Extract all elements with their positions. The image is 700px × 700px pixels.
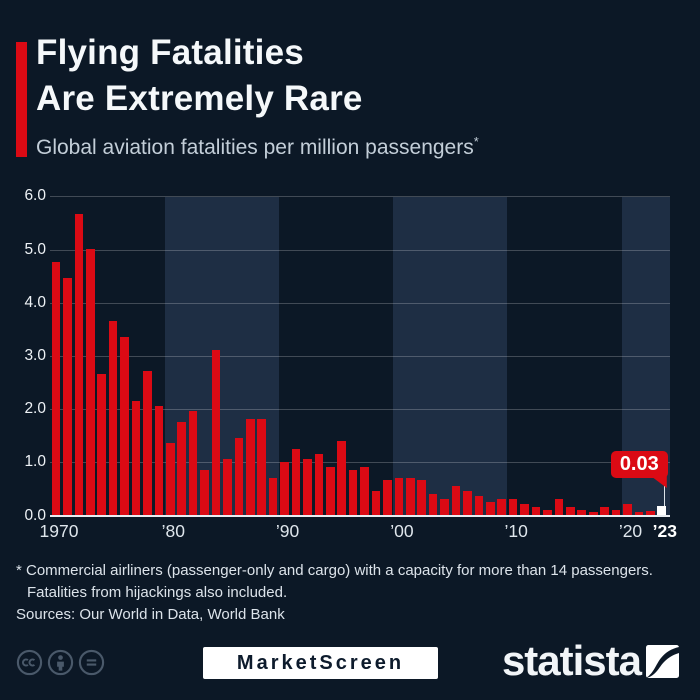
bar-2006 [463, 491, 472, 515]
bar-2012 [531, 507, 541, 515]
x-tick-label-1980: ’80 [161, 521, 185, 541]
bar-1990 [280, 461, 289, 515]
bar-1992 [303, 459, 312, 515]
gridline-1.0 [50, 462, 670, 464]
bar-2013 [543, 509, 552, 515]
y-tick-label-1.0: 1.0 [24, 453, 46, 471]
title-line-2: Are Extremely Rare [36, 79, 363, 118]
bar-2003 [428, 493, 438, 515]
bar-1975 [108, 320, 118, 515]
footnote: * Commercial airliners (passenger-only a… [16, 560, 682, 604]
bar-1978 [143, 371, 152, 515]
x-tick-label-2010: ’10 [504, 521, 528, 541]
gridline-3.0 [50, 355, 670, 357]
bar-1987 [246, 419, 255, 515]
bar-2021 [634, 512, 644, 515]
bar-1996 [348, 469, 358, 515]
title-line-1: Flying Fatalities [36, 33, 304, 72]
bar-1985 [223, 459, 232, 515]
bar-1970 [51, 262, 61, 515]
bar-2004 [440, 499, 449, 515]
bar-2022 [646, 510, 655, 515]
bar-1998 [371, 491, 381, 515]
bar-2010 [508, 499, 518, 515]
x-tick-label-1970: 1970 [39, 521, 79, 541]
license-icons[interactable] [16, 649, 105, 676]
bar-1982 [188, 411, 198, 515]
marketscreen-logo-text: MarketScreen [236, 651, 405, 674]
bar-2016 [577, 509, 587, 515]
bar-1988 [257, 419, 267, 515]
sources-line: Sources: Our World in Data, World Bank [16, 606, 285, 623]
bar-1976 [120, 336, 129, 515]
bar-1999 [383, 480, 392, 515]
bar-1971 [63, 278, 72, 515]
bar-2017 [588, 512, 598, 515]
y-tick-label-4.0: 4.0 [24, 293, 46, 311]
bar-1981 [177, 421, 187, 515]
marketscreen-logo[interactable]: MarketScreen [203, 647, 438, 679]
bar-2007 [474, 496, 484, 515]
gridline-2.0 [50, 409, 670, 411]
bar-2001 [406, 477, 415, 515]
bar-2015 [566, 507, 575, 515]
x-tick-label-1990: ’90 [275, 521, 300, 541]
bar-2011 [520, 504, 529, 515]
x-axis-baseline [50, 515, 670, 517]
bar-1984 [211, 350, 221, 515]
footnote-line-2: Fatalities from hijackings also included… [27, 584, 288, 601]
bar-2009 [497, 499, 507, 515]
bar-2018 [600, 507, 609, 515]
decade-band-2000s [393, 197, 508, 516]
bar-2019 [611, 509, 621, 515]
statista-logo-text[interactable]: statista [501, 637, 642, 684]
bar-1995 [337, 440, 347, 515]
bar-1980 [166, 443, 175, 515]
y-tick-label-0.0: 0.0 [24, 506, 46, 524]
gridline-6.0 [50, 196, 670, 198]
y-tick-label-5.0: 5.0 [24, 240, 46, 258]
title-accent-bar [16, 42, 27, 157]
gridline-4.0 [50, 302, 670, 304]
bar-1991 [291, 448, 301, 515]
bar-1973 [85, 249, 95, 515]
bar-1986 [234, 437, 244, 515]
footnote-marker: * [473, 134, 479, 149]
statista-logo-icon[interactable] [646, 645, 679, 678]
y-tick-label-3.0: 3.0 [24, 346, 46, 364]
bar-2008 [486, 501, 495, 515]
bar-1997 [360, 467, 369, 515]
bar-2020 [623, 504, 632, 515]
x-tick-label-2000: ’00 [390, 521, 414, 541]
footnote-line-1: * Commercial airliners (passenger-only a… [16, 562, 653, 579]
y-tick-label-2.0: 2.0 [24, 400, 46, 418]
cc-icon[interactable] [16, 649, 43, 676]
page-title: Flying Fatalities Are Extremely Rare [36, 30, 363, 122]
bar-1994 [326, 467, 335, 515]
bar-1989 [268, 477, 278, 515]
gridline-5.0 [50, 249, 670, 251]
bar-2005 [451, 485, 461, 515]
x-tick-label-2020: ’20 [618, 521, 643, 541]
y-tick-label-6.0: 6.0 [24, 187, 46, 205]
x-tick-label-2023: ’23 [652, 521, 677, 541]
annotation-callout: 0.03 [610, 451, 668, 478]
chart-subtitle: Global aviation fatalities per million p… [36, 134, 479, 160]
no-derivatives-icon[interactable] [78, 649, 105, 676]
bar-1974 [97, 374, 106, 515]
annotation-marker [657, 506, 667, 515]
bar-1977 [131, 400, 141, 515]
bar-1979 [154, 405, 164, 515]
annotation-connector-line [663, 482, 666, 506]
bar-2000 [394, 477, 404, 515]
bar-1983 [200, 469, 209, 515]
bar-1972 [74, 214, 84, 515]
bar-2014 [554, 499, 564, 515]
bar-1993 [314, 453, 324, 515]
bar-2002 [417, 480, 427, 515]
attribution-icon[interactable] [47, 649, 74, 676]
subtitle-text: Global aviation fatalities per million p… [36, 136, 474, 159]
